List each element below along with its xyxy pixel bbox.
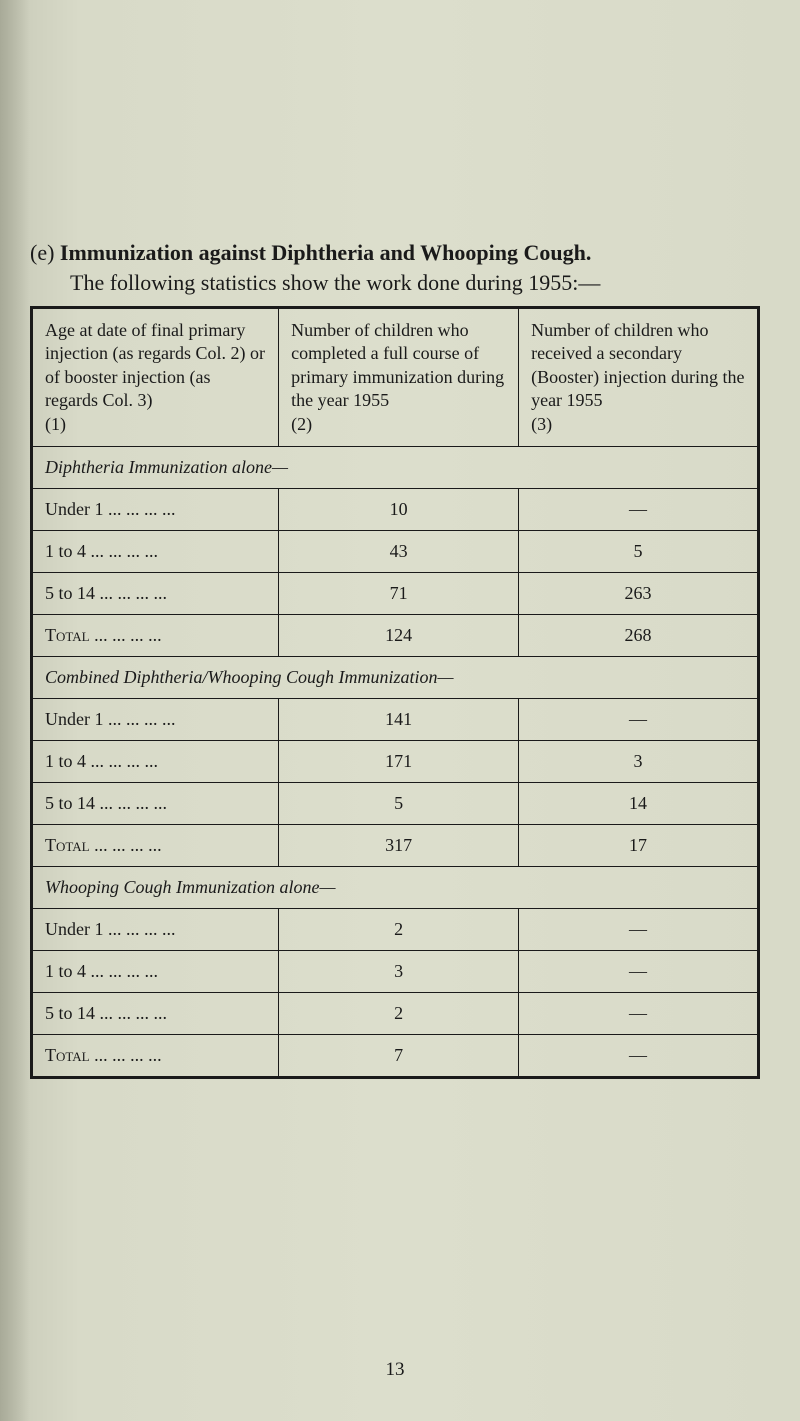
row-val3: 3 [519, 740, 759, 782]
heading-prefix: (e) [30, 240, 60, 265]
total-val2: 124 [279, 614, 519, 656]
total-val3: 17 [519, 824, 759, 866]
row-label: 1 to 4 ... ... ... ... [32, 530, 279, 572]
row-val2: 5 [279, 782, 519, 824]
header-col2: Number of children who completed a full … [279, 308, 519, 447]
total-val3: 268 [519, 614, 759, 656]
row-label: Under 1 ... ... ... ... [32, 488, 279, 530]
section-header: Whooping Cough Immunization alone— [32, 866, 759, 908]
total-row: Total ... ... ... ... 317 17 [32, 824, 759, 866]
row-val2: 10 [279, 488, 519, 530]
row-val2: 141 [279, 698, 519, 740]
heading-bold: Immunization against Diphtheria and Whoo… [60, 240, 591, 265]
row-val3: — [519, 488, 759, 530]
table-row: 1 to 4 ... ... ... ... 3 — [32, 950, 759, 992]
table-row: Under 1 ... ... ... ... 2 — [32, 908, 759, 950]
total-val2: 7 [279, 1034, 519, 1077]
row-label: 5 to 14 ... ... ... ... [32, 572, 279, 614]
row-val2: 43 [279, 530, 519, 572]
row-val3: 5 [519, 530, 759, 572]
page-content: (e) Immunization against Diphtheria and … [0, 240, 760, 1381]
page-shadow [0, 0, 30, 1421]
row-val3: — [519, 698, 759, 740]
section-title: Combined Diphtheria/Whooping Cough Immun… [32, 656, 759, 698]
row-val3: — [519, 908, 759, 950]
total-label: Total ... ... ... ... [32, 614, 279, 656]
total-val2: 317 [279, 824, 519, 866]
total-val3: — [519, 1034, 759, 1077]
header-col1: Age at date of final primary injection (… [32, 308, 279, 447]
row-label: Under 1 ... ... ... ... [32, 908, 279, 950]
row-val3: — [519, 992, 759, 1034]
table-row: 5 to 14 ... ... ... ... 71 263 [32, 572, 759, 614]
immunization-table: Age at date of final primary injection (… [30, 306, 760, 1079]
total-row: Total ... ... ... ... 124 268 [32, 614, 759, 656]
subtitle: The following statistics show the work d… [70, 270, 760, 296]
row-label: 1 to 4 ... ... ... ... [32, 950, 279, 992]
row-val3: — [519, 950, 759, 992]
table-row: Under 1 ... ... ... ... 141 — [32, 698, 759, 740]
section-header: Combined Diphtheria/Whooping Cough Immun… [32, 656, 759, 698]
table-header-row: Age at date of final primary injection (… [32, 308, 759, 447]
section-title: Diphtheria Immunization alone— [32, 446, 759, 488]
row-val2: 71 [279, 572, 519, 614]
row-label: Under 1 ... ... ... ... [32, 698, 279, 740]
row-val3: 14 [519, 782, 759, 824]
total-label: Total ... ... ... ... [32, 1034, 279, 1077]
row-val2: 2 [279, 908, 519, 950]
page-number: 13 [30, 1359, 760, 1381]
table-row: Under 1 ... ... ... ... 10 — [32, 488, 759, 530]
row-val3: 263 [519, 572, 759, 614]
heading: (e) Immunization against Diphtheria and … [30, 240, 760, 266]
table-row: 1 to 4 ... ... ... ... 171 3 [32, 740, 759, 782]
row-val2: 2 [279, 992, 519, 1034]
row-val2: 171 [279, 740, 519, 782]
table-row: 1 to 4 ... ... ... ... 43 5 [32, 530, 759, 572]
total-row: Total ... ... ... ... 7 — [32, 1034, 759, 1077]
header-col3: Number of children who received a second… [519, 308, 759, 447]
row-label: 1 to 4 ... ... ... ... [32, 740, 279, 782]
row-val2: 3 [279, 950, 519, 992]
row-label: 5 to 14 ... ... ... ... [32, 992, 279, 1034]
table-row: 5 to 14 ... ... ... ... 2 — [32, 992, 759, 1034]
page-container: (e) Immunization against Diphtheria and … [0, 0, 800, 1421]
row-label: 5 to 14 ... ... ... ... [32, 782, 279, 824]
total-label: Total ... ... ... ... [32, 824, 279, 866]
section-title: Whooping Cough Immunization alone— [32, 866, 759, 908]
section-header: Diphtheria Immunization alone— [32, 446, 759, 488]
table-row: 5 to 14 ... ... ... ... 5 14 [32, 782, 759, 824]
